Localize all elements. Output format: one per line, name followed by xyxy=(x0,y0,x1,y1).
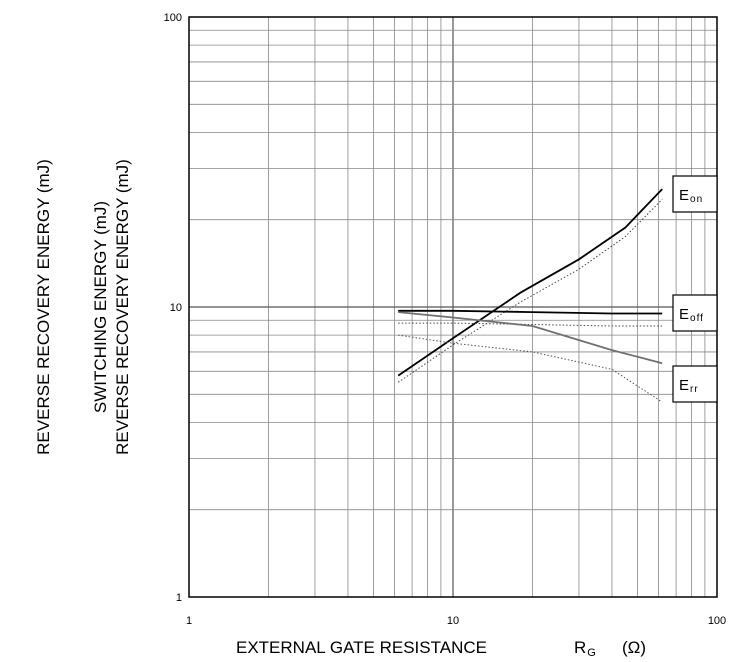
x-tick-100: 100 xyxy=(708,615,726,627)
x-axis-unit: (Ω) xyxy=(622,638,646,657)
legend-err-label: Err xyxy=(679,377,699,395)
series-line-eoff xyxy=(398,309,663,315)
series-line-eoff-dotted xyxy=(398,322,663,327)
legend-err: Err xyxy=(672,365,718,403)
grid xyxy=(189,17,717,597)
x-tick-10: 10 xyxy=(447,615,459,627)
y-axis-title-inner-2: REVERSE RECOVERY ENERGY (mJ) xyxy=(113,159,132,455)
legend-eoff-box xyxy=(672,294,718,332)
legend-eoff-label: Eoff xyxy=(679,306,704,324)
x-tick-1: 1 xyxy=(186,615,192,627)
legend-eon-main: E xyxy=(679,187,689,204)
x-axis-symbol: RG xyxy=(574,638,596,659)
x-axis-symbol-sub: G xyxy=(587,647,596,659)
x-axis-title: EXTERNAL GATE RESISTANCE xyxy=(236,638,487,657)
legend-eoff-main: E xyxy=(679,306,689,323)
series-line-eon-dotted xyxy=(397,199,663,383)
series-line-err xyxy=(398,311,663,365)
y-axis-title-inner-1: SWITCHING ENERGY (mJ) xyxy=(91,201,110,413)
series-layer xyxy=(397,188,663,403)
legend-eoff-sub: off xyxy=(690,313,704,324)
legend-err-box xyxy=(672,365,718,403)
legend-err-main: E xyxy=(679,377,689,394)
y-tick-1: 1 xyxy=(176,592,182,604)
y-tick-100: 100 xyxy=(164,12,182,24)
series-line-eon xyxy=(397,188,663,377)
legend-eon-sub: on xyxy=(690,194,703,205)
y-axis-title-outer: REVERSE RECOVERY ENERGY (mJ) xyxy=(34,159,53,455)
x-axis-symbol-main: R xyxy=(574,638,586,657)
legend-eon-label: Eon xyxy=(679,187,703,205)
legend-eon: Eon xyxy=(672,175,718,213)
y-tick-10: 10 xyxy=(170,302,182,314)
legend-err-sub: rr xyxy=(690,384,699,395)
legend-eon-box xyxy=(672,175,718,213)
series-line-err-dotted xyxy=(398,334,663,403)
legend-eoff: Eoff xyxy=(672,294,718,332)
